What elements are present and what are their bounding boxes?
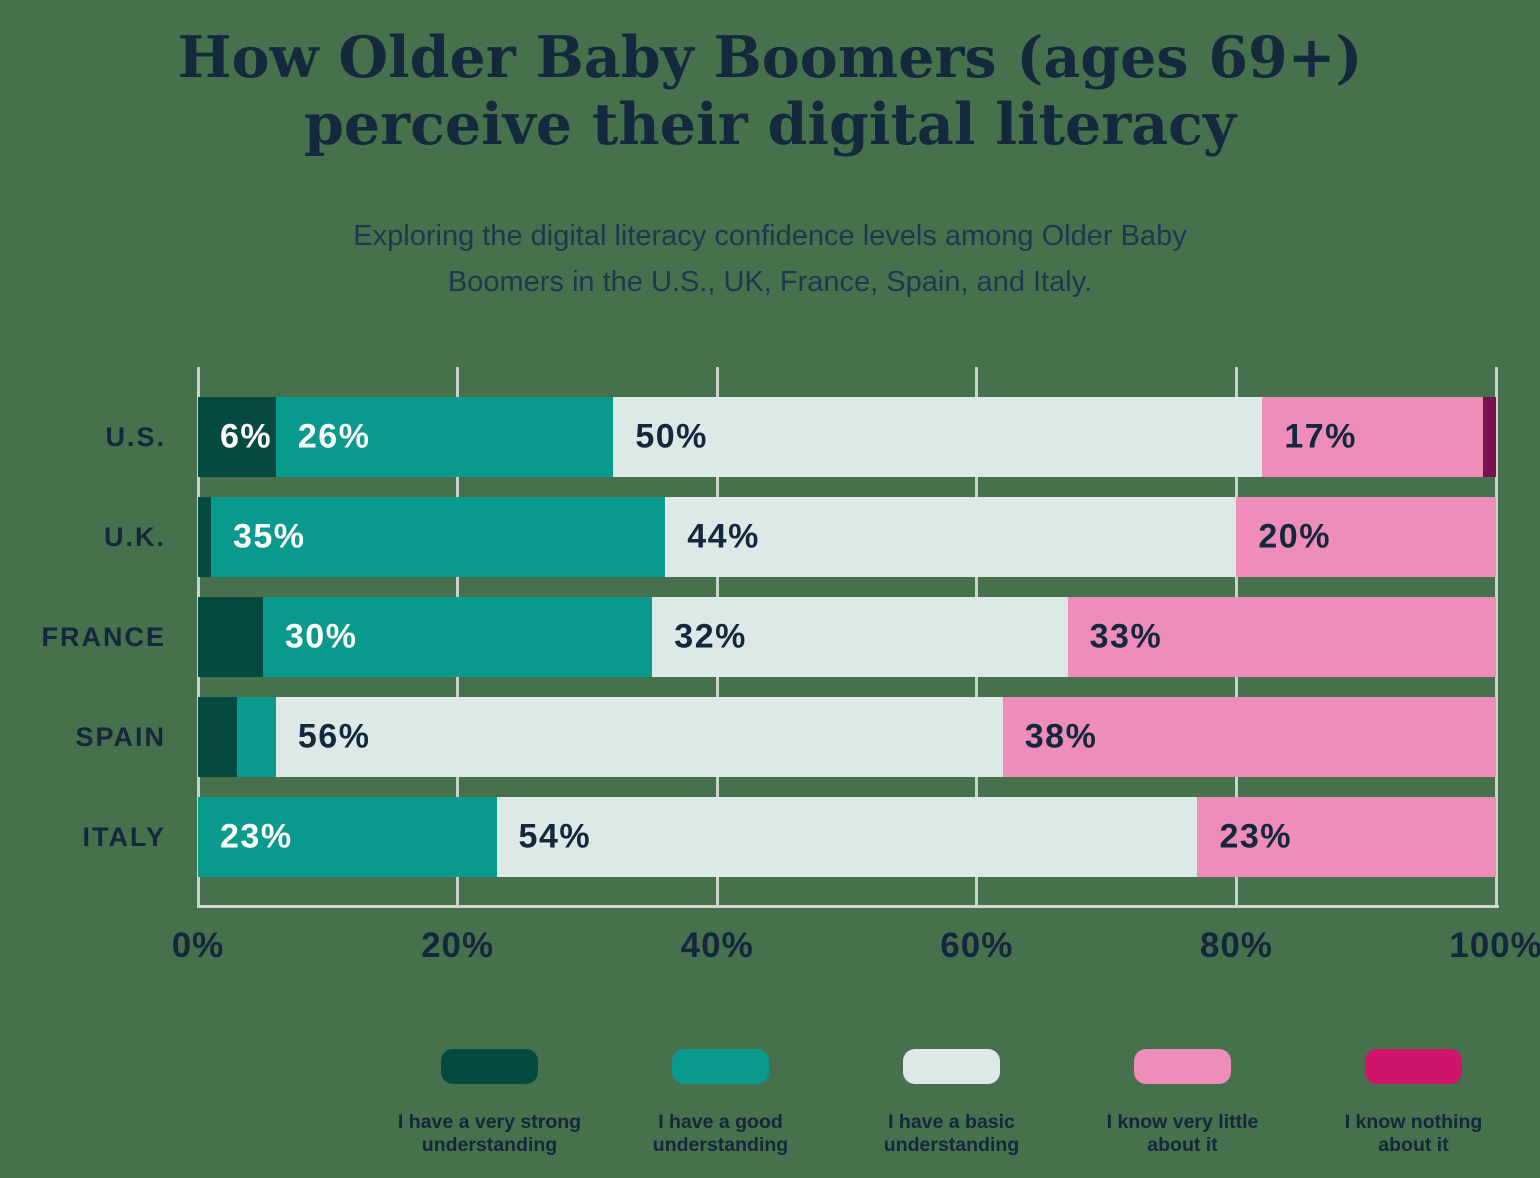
bar-segment-italy-good: 23% <box>198 797 497 877</box>
bar-segment-france-very-strong <box>198 597 263 677</box>
x-tick-60%: 60% <box>940 926 1014 965</box>
bar-segment-france-good: 30% <box>262 597 653 677</box>
row-label-italy: ITALY <box>82 821 166 852</box>
x-tick-0%: 0% <box>171 926 225 965</box>
bar-segment-spain-good <box>236 697 276 777</box>
bar-row-france: 30% 32% 33% <box>198 597 1496 677</box>
legend-item-very-strong: I have a very strong understanding <box>374 1049 605 1157</box>
bar-segment-italy-basic: 54% <box>496 797 1198 877</box>
bar-segment-uk-good: 35% <box>210 497 666 577</box>
legend-label-very-strong: I have a very strong understanding <box>397 1111 582 1156</box>
segment-value-spain-very-little: 38% <box>1024 717 1098 756</box>
bar-row-us: 6% 26% 50% 17% <box>198 397 1496 477</box>
bar-segment-us-nothing <box>1483 397 1496 477</box>
legend-swatch-good <box>672 1049 769 1084</box>
segment-value-us-very-strong: 6% <box>220 417 273 456</box>
x-tick-80%: 80% <box>1199 926 1273 965</box>
legend-item-basic: I have a basic understanding <box>836 1049 1067 1157</box>
chart-subtitle-line2: Boomers in the U.S., UK, France, Spain, … <box>447 266 1093 298</box>
segment-value-us-basic: 50% <box>635 417 708 456</box>
x-tick-100%: 100% <box>1449 926 1540 965</box>
bar-segment-spain-very-little: 38% <box>1002 697 1496 777</box>
bar-segment-uk-very-strong <box>198 497 211 577</box>
segment-value-uk-basic: 44% <box>687 517 760 556</box>
segment-value-italy-good: 23% <box>220 817 293 856</box>
bar-segment-uk-very-little: 20% <box>1236 497 1496 577</box>
x-tick-20%: 20% <box>421 926 495 965</box>
chart-subtitle-line1: Exploring the digital literacy confidenc… <box>353 220 1187 252</box>
bar-segment-us-basic: 50% <box>613 397 1263 477</box>
bar-segment-spain-basic: 56% <box>275 697 1003 777</box>
gridline-100% <box>1494 367 1498 908</box>
segment-value-italy-very-little: 23% <box>1219 817 1292 856</box>
legend-item-good: I have a good understanding <box>605 1049 836 1157</box>
legend-swatch-very-strong <box>441 1049 538 1084</box>
segment-value-france-good: 30% <box>284 617 358 656</box>
legend-item-very-little: I know very little about it <box>1067 1049 1298 1157</box>
segment-value-france-basic: 32% <box>674 617 747 656</box>
x-tick-40%: 40% <box>680 926 754 965</box>
chart-subtitle: Exploring the digital literacy confidenc… <box>0 213 1540 305</box>
segment-value-us-very-little: 17% <box>1284 417 1357 456</box>
legend-item-nothing: I know nothing about it <box>1298 1049 1529 1157</box>
bar-segment-us-very-strong: 6% <box>198 397 276 477</box>
legend-swatch-very-little <box>1134 1049 1231 1084</box>
segment-value-italy-basic: 54% <box>518 817 592 856</box>
legend-label-nothing: I know nothing about it <box>1344 1111 1483 1156</box>
bar-segment-italy-very-little: 23% <box>1197 797 1496 877</box>
bar-row-italy: 23% 54% 23% <box>198 797 1496 877</box>
row-label-uk: U.K. <box>104 521 166 552</box>
row-label-us: U.S. <box>105 421 166 452</box>
bar-segment-spain-very-strong <box>198 697 237 777</box>
chart-title-line1: How Older Baby Boomers (ages 69+) <box>177 24 1363 91</box>
segment-value-spain-basic: 56% <box>297 717 371 756</box>
legend-swatch-basic <box>903 1049 1000 1084</box>
row-label-spain: SPAIN <box>75 721 166 752</box>
legend-label-good: I have a good understanding <box>652 1111 789 1156</box>
row-label-france: FRANCE <box>41 621 166 652</box>
legend-label-very-little: I know very little about it <box>1106 1111 1259 1156</box>
segment-value-uk-good: 35% <box>232 517 306 556</box>
legend-label-basic: I have a basic understanding <box>883 1111 1020 1156</box>
bar-row-spain: 56% 38% <box>198 697 1496 777</box>
segment-value-us-good: 26% <box>297 417 371 456</box>
chart-legend: I have a very strong understanding I have … <box>374 1049 1529 1157</box>
chart-title: How Older Baby Boomers (ages 69+) percei… <box>0 24 1540 158</box>
segment-value-uk-very-little: 20% <box>1258 517 1331 556</box>
bar-segment-us-very-little: 17% <box>1262 397 1483 477</box>
x-axis-line <box>197 905 1499 908</box>
bar-row-uk: 35% 44% 20% <box>198 497 1496 577</box>
bar-segment-france-basic: 32% <box>652 597 1068 677</box>
segment-value-france-very-little: 33% <box>1089 617 1163 656</box>
bar-segment-us-good: 26% <box>275 397 614 477</box>
bar-segment-france-very-little: 33% <box>1067 597 1496 677</box>
chart-title-line2: perceive their digital literacy <box>303 91 1237 158</box>
legend-swatch-nothing <box>1365 1049 1462 1084</box>
bar-segment-uk-basic: 44% <box>665 497 1237 577</box>
